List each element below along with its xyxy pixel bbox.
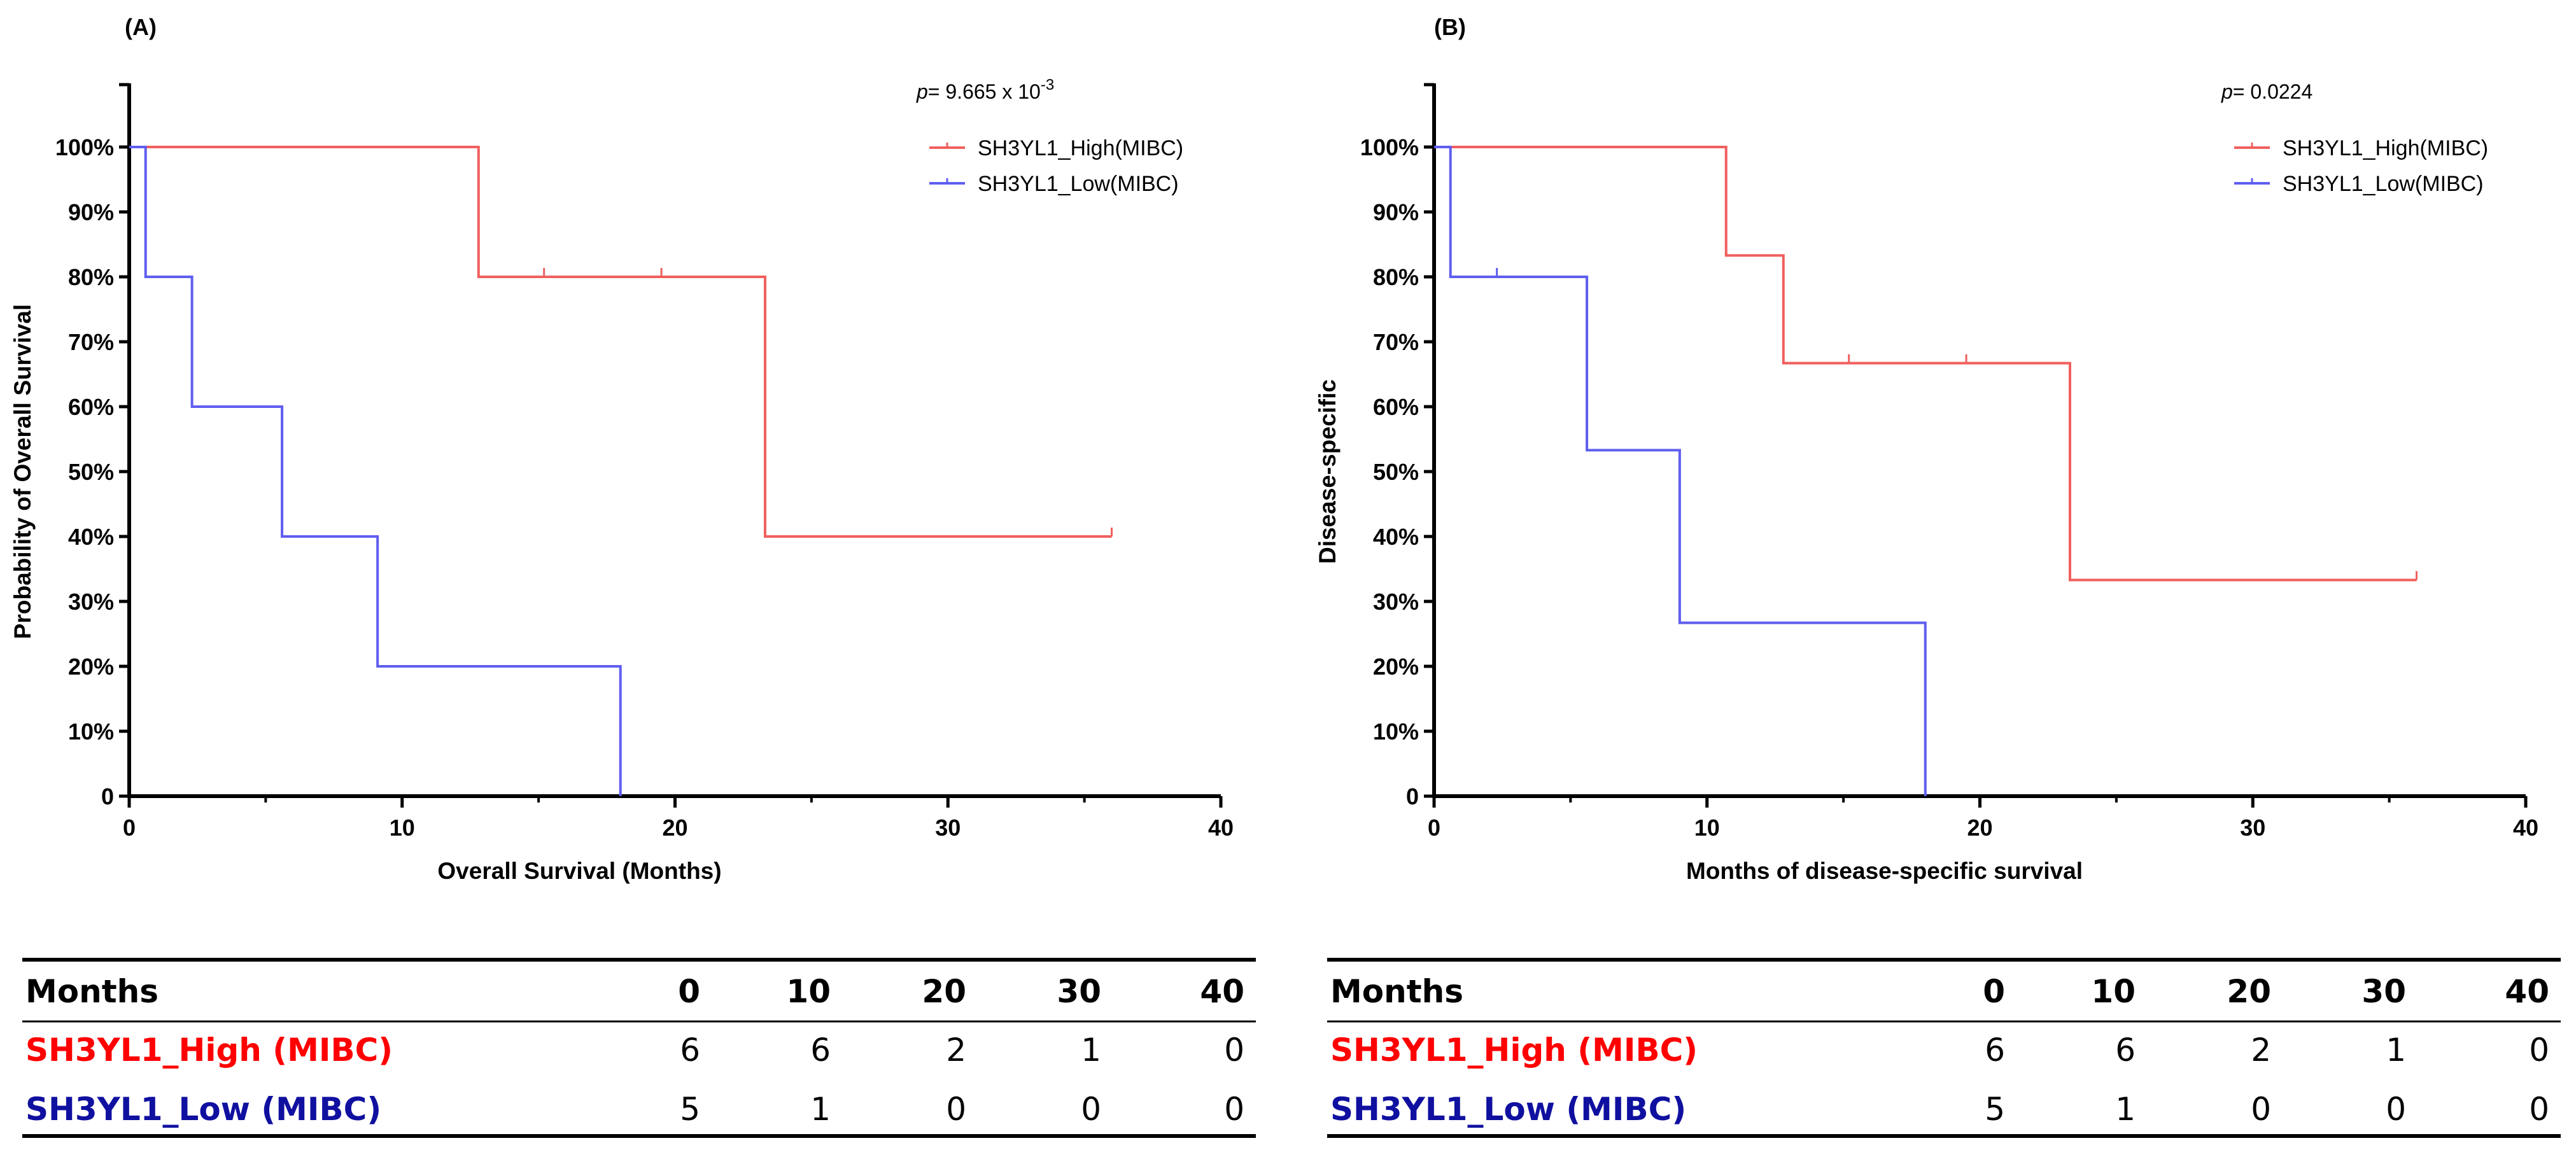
table-cell: 1 — [810, 1091, 831, 1128]
table-cell: 5 — [1985, 1091, 2005, 1128]
x-axis-title: Months of disease-specific survival — [1686, 858, 2083, 884]
table-header-label: Months — [1330, 973, 1463, 1010]
x-tick-label: 20 — [662, 815, 687, 841]
table-cell: 0 — [2529, 1032, 2549, 1069]
x-tick-label: 40 — [2513, 815, 2538, 841]
table-cell: 2 — [946, 1032, 966, 1069]
table-header-cell: 0 — [678, 973, 700, 1010]
y-tick-label: 30% — [68, 589, 114, 615]
y-tick-label: 100% — [55, 134, 114, 160]
p-value: p= 9.665 x 10-3 — [916, 76, 1054, 103]
y-tick-label: 40% — [1373, 524, 1419, 550]
y-axis-title: Disease-specific — [1314, 379, 1341, 564]
survival-curve-high — [1434, 146, 2417, 582]
panel-a: (A) 0 10% 20% 30% 40% 50% 60% 70% 80% 90% 100% 0 10 20… — [10, 14, 1234, 884]
table-cell: 5 — [680, 1091, 700, 1128]
x-tick-label: 20 — [1967, 815, 1992, 841]
table-header-label: Months — [25, 973, 158, 1010]
y-tick-label: 80% — [68, 264, 114, 290]
x-tick-label: 10 — [1694, 815, 1720, 841]
y-tick-label: 0 — [101, 783, 114, 810]
table-cell: 0 — [1224, 1091, 1244, 1128]
y-tick-label: 0 — [1406, 783, 1419, 810]
table-cell: 6 — [1985, 1032, 2005, 1069]
table-cell: 2 — [2251, 1032, 2271, 1069]
x-tick-label: 40 — [1208, 815, 1234, 841]
table-row-label: SH3YL1_High (MIBC) — [25, 1032, 393, 1069]
table-header-cell: 30 — [1057, 973, 1101, 1010]
table-cell: 6 — [810, 1032, 831, 1069]
table-row-label: SH3YL1_Low (MIBC) — [25, 1091, 381, 1128]
y-tick-label: 20% — [68, 654, 114, 680]
table-row-label: SH3YL1_Low (MIBC) — [1330, 1091, 1686, 1128]
table-header-cell: 10 — [2091, 973, 2136, 1010]
p-value-symbol: p — [916, 80, 928, 103]
table-cell: 0 — [2251, 1091, 2271, 1128]
table-cell: 1 — [2386, 1032, 2406, 1069]
table-header-cell: 40 — [1200, 973, 1244, 1010]
table-header-cell: 30 — [2361, 973, 2406, 1010]
table-cell: 6 — [2115, 1032, 2136, 1069]
table-header-cell: 0 — [1983, 973, 2005, 1010]
panel-label: (A) — [125, 14, 157, 40]
legend-label: SH3YL1_High(MIBC) — [2283, 136, 2488, 160]
y-tick-label: 60% — [1373, 394, 1419, 420]
table-row-label: SH3YL1_High (MIBC) — [1330, 1032, 1698, 1069]
x-tick-label: 0 — [1428, 815, 1440, 841]
p-value-exponent: -3 — [1041, 76, 1054, 94]
x-tick-label: 10 — [390, 815, 415, 841]
table-cell: 1 — [2115, 1091, 2136, 1128]
y-tick-label: 70% — [68, 329, 114, 355]
table-cell: 0 — [2529, 1091, 2549, 1128]
y-tick-label: 50% — [68, 459, 114, 485]
table-cell: 1 — [1081, 1032, 1101, 1069]
survival-curve-high — [129, 146, 1112, 538]
y-tick-label: 40% — [68, 524, 114, 550]
y-tick-label: 30% — [1373, 589, 1419, 615]
p-value-text: = 9.665 x 10 — [928, 80, 1041, 103]
table-cell: 0 — [1224, 1032, 1244, 1069]
legend-label: SH3YL1_Low(MIBC) — [978, 172, 1179, 196]
legend-label: SH3YL1_High(MIBC) — [978, 136, 1183, 160]
table-header-cell: 20 — [2227, 973, 2271, 1010]
legend-label: SH3YL1_Low(MIBC) — [2283, 172, 2484, 196]
table-cell: 6 — [680, 1032, 700, 1069]
y-axis-title: Probability of Overall Survival — [10, 304, 36, 639]
table-header-cell: 20 — [922, 973, 966, 1010]
p-value-symbol: p — [2221, 80, 2233, 103]
y-tick-label: 60% — [68, 394, 114, 420]
panel-b: (B) 0 10% 20% 30% 40% 50% 60% 70% 80% 90% 100% 0 10 20… — [1314, 14, 2538, 884]
p-value-text: = 0.0224 — [2233, 80, 2312, 103]
y-tick-label: 70% — [1373, 329, 1419, 355]
table-cell: 0 — [1081, 1091, 1101, 1128]
x-axis-title: Overall Survival (Months) — [437, 858, 721, 884]
table-header-cell: 10 — [786, 973, 831, 1010]
y-tick-label: 10% — [68, 719, 114, 745]
y-tick-label: 90% — [68, 199, 114, 225]
y-tick-label: 10% — [1373, 719, 1419, 745]
y-tick-label: 80% — [1373, 264, 1419, 290]
panel-label: (B) — [1434, 14, 1466, 40]
survival-curve-low — [129, 146, 622, 796]
y-tick-label: 90% — [1373, 199, 1419, 225]
y-tick-label: 100% — [1360, 134, 1419, 160]
survival-curve-low — [1434, 146, 1927, 796]
y-tick-label: 50% — [1373, 459, 1419, 485]
x-tick-label: 30 — [935, 815, 961, 841]
x-tick-label: 0 — [123, 815, 136, 841]
p-value: p= 0.0224 — [2221, 80, 2312, 103]
table-header-cell: 40 — [2505, 973, 2549, 1010]
table-cell: 0 — [2386, 1091, 2406, 1128]
y-tick-label: 20% — [1373, 654, 1419, 680]
x-tick-label: 30 — [2240, 815, 2265, 841]
table-cell: 0 — [946, 1091, 966, 1128]
